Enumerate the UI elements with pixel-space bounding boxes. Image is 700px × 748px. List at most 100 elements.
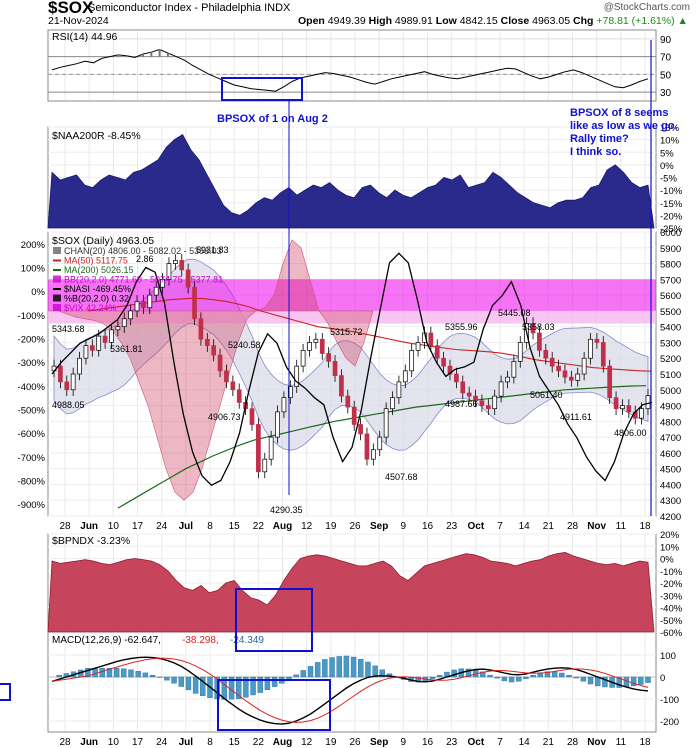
candle-body — [473, 395, 478, 402]
candle-body — [294, 365, 300, 387]
ma50-line — [87, 297, 652, 372]
price-legend-entry: MA(200) 5026.15 — [64, 265, 134, 275]
low-value: 4842.15 — [459, 15, 498, 27]
nasi-tick-label: 0% — [31, 287, 45, 298]
price-legend-entry: $VIX 42.24% — [64, 303, 117, 313]
rsi-title: RSI(14) 44.96 — [52, 31, 118, 43]
x-tick-label: 10 — [108, 737, 120, 748]
candle-body — [300, 349, 306, 367]
candle-body — [581, 357, 587, 375]
candle-body — [415, 342, 421, 351]
candle-body — [179, 260, 185, 271]
macd-histogram-bar — [257, 676, 263, 693]
candle-body — [102, 335, 108, 343]
price-data-label: 5343.68 — [52, 324, 85, 334]
x-tick-label: Jun — [80, 521, 98, 532]
price-tick-label: 5200 — [660, 354, 681, 365]
macd-histogram-bar — [587, 676, 594, 685]
candle-body — [275, 411, 280, 438]
candle-body — [224, 370, 229, 383]
candle-body — [249, 408, 255, 425]
macd-histogram-bar — [415, 676, 421, 683]
nasi-tick-label: -600% — [18, 429, 46, 440]
candle-body — [377, 436, 383, 451]
candle-body — [479, 400, 485, 406]
nasi-tick-label: -500% — [18, 406, 46, 417]
macd-tick-label: 0 — [660, 673, 665, 684]
candle-body — [588, 338, 593, 359]
candle-body — [530, 323, 536, 334]
price-data-label: 2.86 — [136, 254, 154, 264]
candle-body — [166, 263, 172, 280]
price-tick-label: 4200 — [660, 512, 681, 523]
macd-histogram-bar — [544, 671, 551, 678]
legend-square-icon — [53, 294, 61, 302]
macd-histogram-bar — [343, 655, 350, 678]
price-tick-label: 5700 — [660, 275, 681, 286]
x-tick-label: 7 — [497, 737, 503, 748]
candle-body — [77, 357, 82, 375]
up-triangle-icon: ▲ — [677, 15, 688, 27]
candle-body — [626, 405, 632, 413]
bpndx-tick-label: 10% — [660, 542, 680, 553]
price-data-label: 5931.83 — [196, 245, 229, 255]
x-tick-label: 17 — [132, 521, 144, 532]
open-label: Open — [298, 15, 325, 27]
candle-body — [287, 386, 293, 399]
candle-body — [485, 405, 491, 410]
x-tick-label: Sep — [370, 737, 388, 748]
candle-body — [64, 381, 70, 391]
high-value: 4989.91 — [394, 15, 433, 27]
high-label: High — [368, 15, 392, 27]
candle-body — [396, 381, 402, 399]
macd-histogram-bar — [630, 676, 637, 687]
rsi-tick-label: 30 — [660, 88, 672, 99]
x-tick-label: Jul — [179, 737, 194, 748]
macd-histogram-bar — [300, 670, 307, 678]
candle-body — [185, 269, 191, 288]
annotation-right-note: I think so. — [570, 146, 621, 158]
price-legend-entry: %B(20,2.0) 0.32 — [64, 294, 129, 304]
x-tick-label: 21 — [543, 737, 555, 748]
x-tick-label: 9 — [401, 737, 407, 748]
x-tick-label: 14 — [519, 737, 531, 748]
x-tick-label: 11 — [616, 521, 627, 532]
candle-body — [230, 381, 236, 391]
macd-signal-line — [51, 657, 649, 723]
x-tick-label: 22 — [253, 521, 265, 532]
candle-body — [121, 318, 127, 328]
naa-tick-label: 15% — [660, 123, 680, 134]
macd-histogram-bar — [121, 668, 127, 678]
candle-body — [192, 286, 197, 320]
bpndx-tick-label: 0% — [660, 555, 674, 566]
macd-histogram-bar — [365, 661, 371, 678]
macd-histogram-bar — [566, 675, 572, 678]
candle-body — [281, 397, 287, 413]
candle-body — [562, 370, 568, 378]
x-tick-label: 19 — [325, 521, 337, 532]
price-tick-label: 4500 — [660, 465, 681, 476]
price-data-label: 4806.00 — [614, 428, 647, 438]
x-tick-label: 10 — [108, 521, 120, 532]
macd-histogram-bar — [164, 676, 170, 681]
macd-histogram-bar — [149, 675, 156, 678]
price-data-label: 5355.96 — [445, 322, 478, 332]
price-tick-label: 5100 — [660, 370, 681, 381]
price-data-label: 4987.66 — [445, 399, 478, 409]
header-ohlc: Open 4949.39 High 4989.91 Low 4842.15 Cl… — [298, 15, 688, 27]
x-tick-label: Aug — [273, 521, 292, 532]
candle-body — [217, 354, 223, 372]
candle-body — [537, 332, 542, 351]
macd-histogram-bar — [329, 657, 335, 678]
rsi-tick-label: 90 — [660, 35, 672, 46]
x-tick-label: 14 — [519, 521, 531, 532]
x-tick-label: 21 — [543, 521, 555, 532]
naa-tick-label: -25% — [660, 224, 683, 235]
legend-square-icon — [53, 275, 61, 283]
bpndx-tick-label: -60% — [660, 628, 683, 639]
bpndx-tick-label: -50% — [660, 616, 683, 627]
macd-histogram-bar — [307, 666, 314, 678]
price-data-label: 4988.05 — [52, 400, 85, 410]
macd-hist-value: -24.349 — [230, 635, 264, 646]
candle-body — [460, 381, 466, 394]
